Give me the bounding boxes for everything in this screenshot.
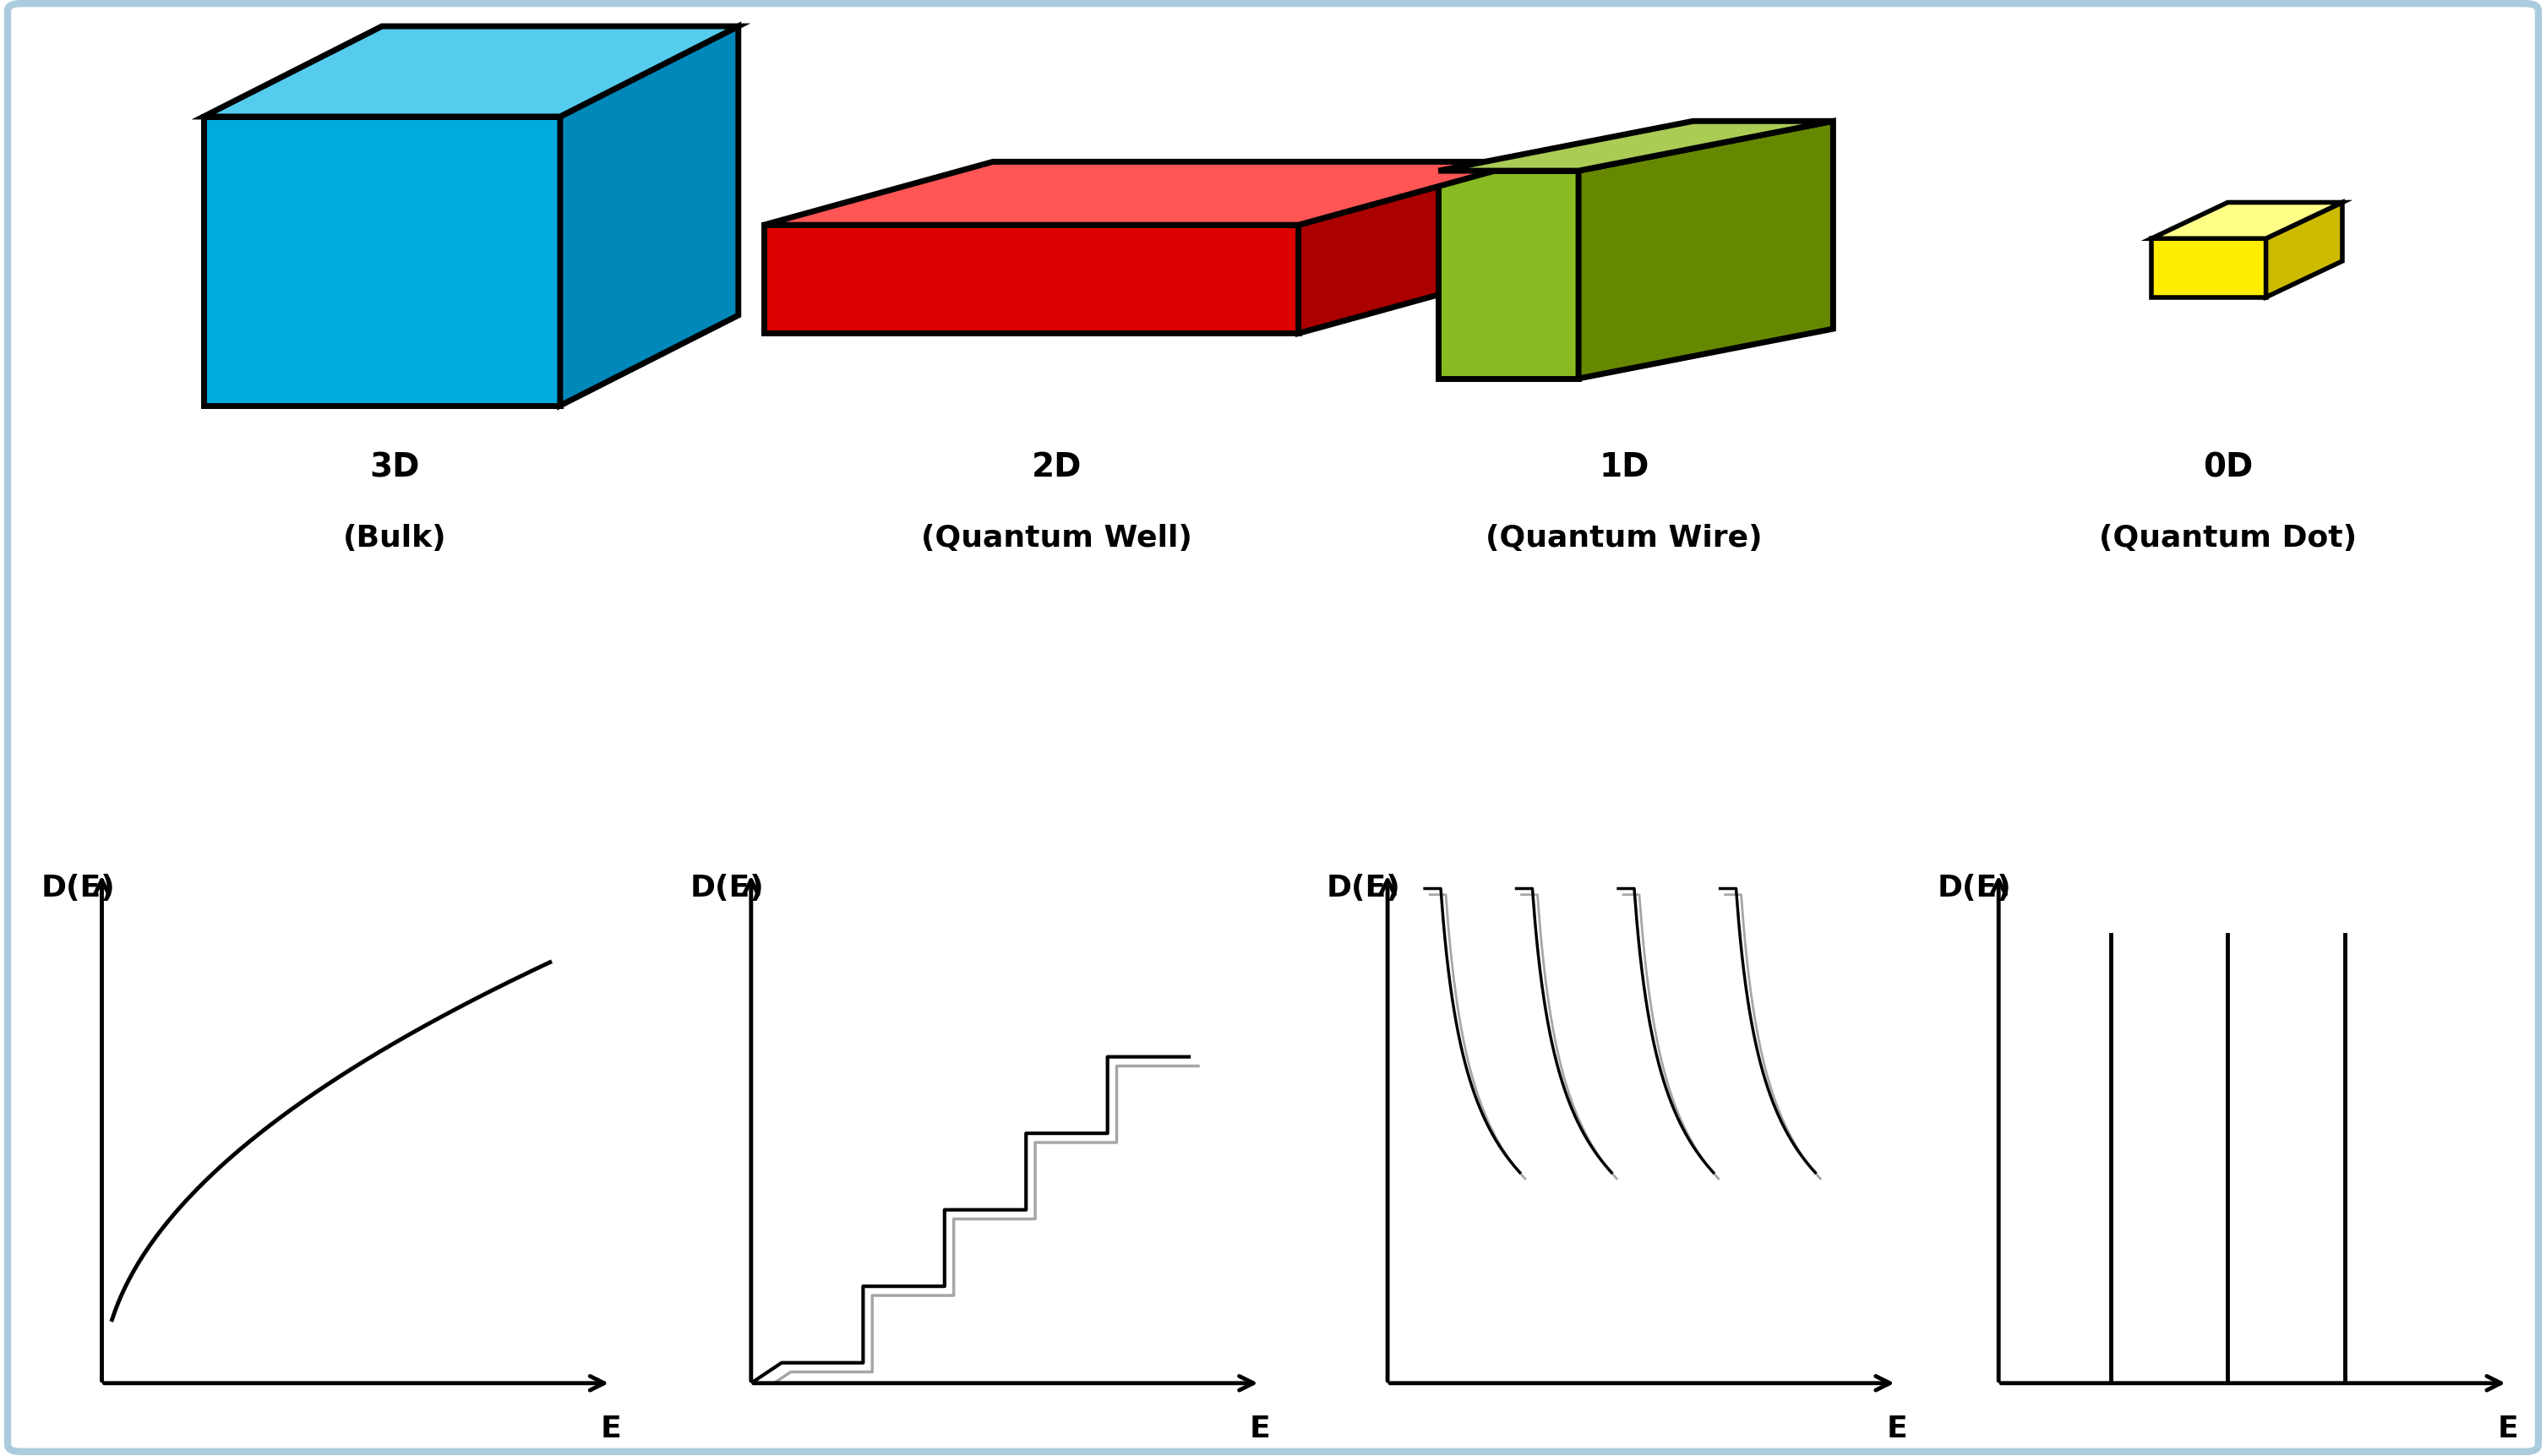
Text: 2D: 2D — [1031, 451, 1082, 483]
Text: (Quantum Wire): (Quantum Wire) — [1487, 524, 1762, 552]
Text: D(E): D(E) — [690, 874, 764, 903]
Polygon shape — [204, 118, 560, 406]
Polygon shape — [560, 28, 738, 406]
Polygon shape — [764, 226, 1298, 333]
Polygon shape — [1438, 172, 1579, 379]
Text: D(E): D(E) — [1326, 874, 1400, 903]
Polygon shape — [2266, 202, 2342, 298]
Text: E: E — [2498, 1414, 2518, 1443]
Text: (Quantum Well): (Quantum Well) — [922, 524, 1192, 552]
Polygon shape — [1438, 122, 1833, 172]
Polygon shape — [1579, 122, 1833, 379]
Text: (Quantum Dot): (Quantum Dot) — [2098, 524, 2358, 552]
Text: E: E — [601, 1414, 621, 1443]
Polygon shape — [204, 28, 738, 118]
Text: E: E — [1887, 1414, 1907, 1443]
Text: D(E): D(E) — [41, 874, 115, 903]
Polygon shape — [764, 163, 1528, 226]
Text: 0D: 0D — [2202, 451, 2253, 483]
FancyBboxPatch shape — [8, 4, 2538, 1452]
Polygon shape — [1298, 163, 1528, 333]
Text: (Bulk): (Bulk) — [344, 524, 446, 552]
Polygon shape — [2151, 202, 2342, 239]
Text: 1D: 1D — [1599, 451, 1650, 483]
Text: E: E — [1250, 1414, 1270, 1443]
Polygon shape — [2151, 239, 2266, 298]
Text: 3D: 3D — [369, 451, 420, 483]
Text: D(E): D(E) — [1938, 874, 2011, 903]
